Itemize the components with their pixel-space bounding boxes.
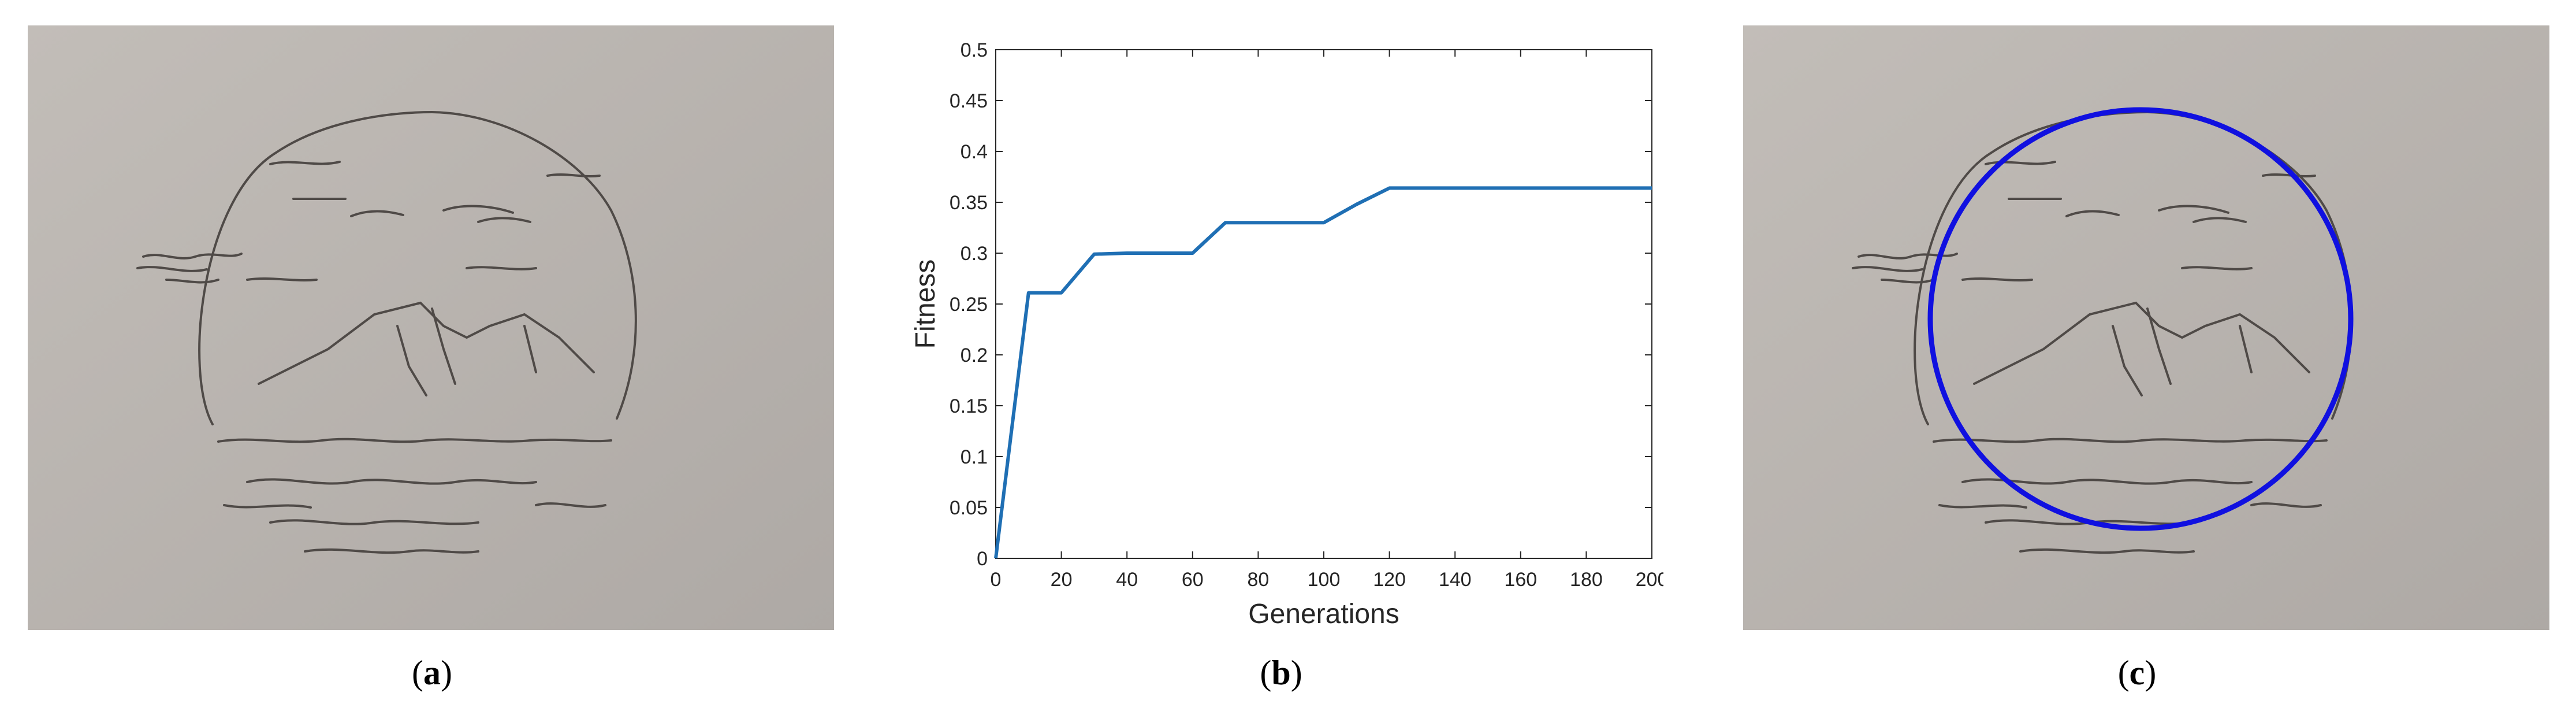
y-axis-ticks: 0 0.05 0.1 0.15 0.2 0.25 0.3 0.35 0.4 0.45 0.5	[950, 39, 1652, 570]
x-tick-label: 60	[1182, 569, 1204, 591]
x-axis-ticks: 0 20 40 60 80 100 120 140 160 180 200	[991, 50, 1663, 591]
x-tick-label: 120	[1373, 569, 1406, 591]
sketch-photo-detected	[1743, 25, 2549, 630]
y-tick-label: 0.15	[950, 395, 988, 417]
paper-background	[28, 25, 834, 630]
y-tick-label: 0.25	[950, 294, 988, 316]
plot-frame	[995, 49, 1652, 559]
y-axis-title: Fitness	[910, 260, 941, 349]
caption-b: (b)	[1260, 654, 1302, 692]
pencil-drawing	[136, 110, 637, 554]
fitness-chart: 0 0.05 0.1 0.15 0.2 0.25 0.3 0.35 0.4 0.45 0.5 0 20…	[910, 39, 1663, 629]
y-tick-label: 0.2	[961, 344, 988, 366]
y-tick-label: 0.5	[961, 39, 988, 61]
x-tick-label: 160	[1504, 569, 1537, 591]
plot-area	[995, 49, 1652, 559]
y-tick-label: 0.35	[950, 192, 988, 214]
x-tick-label: 140	[1439, 569, 1472, 591]
y-tick-label: 0	[977, 548, 988, 570]
x-tick-label: 40	[1116, 569, 1138, 591]
fitness-line	[994, 186, 1652, 559]
sketch-photo-original	[28, 25, 834, 630]
y-tick-label: 0.05	[950, 497, 988, 519]
x-tick-label: 100	[1308, 569, 1341, 591]
x-tick-label: 80	[1247, 569, 1269, 591]
caption-a: (a)	[412, 654, 452, 692]
paper-background	[1743, 25, 2549, 630]
y-tick-label: 0.45	[950, 90, 988, 112]
x-tick-label: 200	[1636, 569, 1663, 591]
y-tick-label: 0.4	[961, 141, 988, 163]
detected-circle	[1927, 107, 2354, 531]
caption-c: (c)	[2117, 654, 2157, 692]
x-tick-label: 180	[1570, 569, 1603, 591]
y-tick-label: 0.3	[961, 243, 988, 265]
x-tick-label: 0	[991, 569, 1002, 591]
y-tick-label: 0.1	[961, 446, 988, 468]
x-axis-title: Generations	[1248, 599, 1399, 629]
x-tick-label: 20	[1051, 569, 1073, 591]
